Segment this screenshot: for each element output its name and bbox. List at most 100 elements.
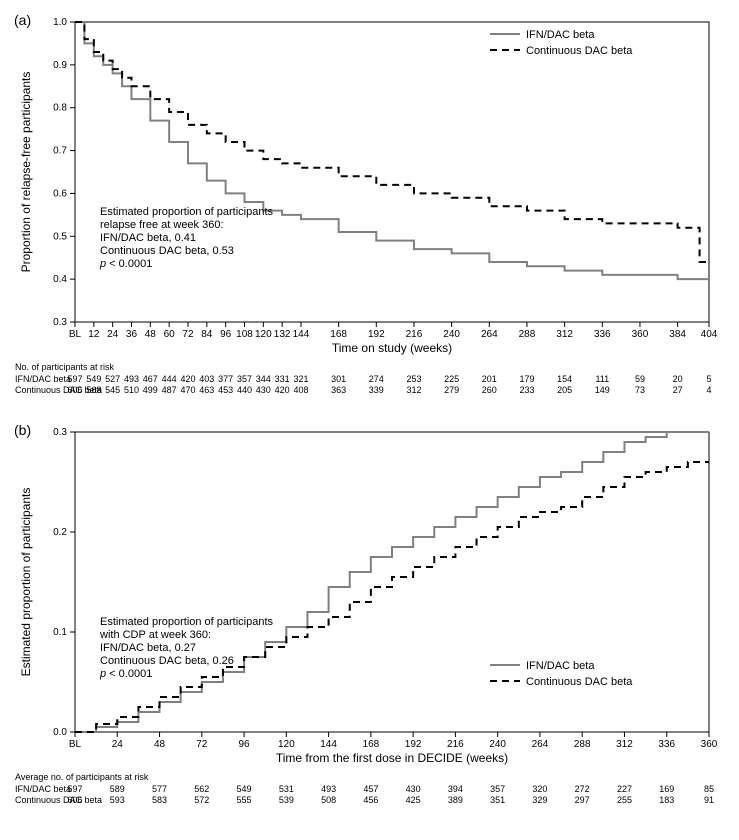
panel-b: (b) 0.00.10.20.3Estimated proportion of … [10, 420, 729, 815]
svg-text:444: 444 [162, 374, 177, 384]
svg-text:404: 404 [701, 329, 718, 340]
svg-text:IFN/DAC beta: IFN/DAC beta [526, 660, 595, 672]
svg-text:179: 179 [519, 374, 534, 384]
svg-text:73: 73 [635, 385, 645, 395]
svg-text:360: 360 [701, 739, 718, 750]
panel-a-label: (a) [14, 12, 31, 28]
svg-text:597: 597 [67, 374, 82, 384]
svg-text:583: 583 [152, 795, 167, 805]
svg-text:IFN/DAC beta, 0.41: IFN/DAC beta, 0.41 [100, 232, 196, 244]
svg-text:Continuous DAC beta: Continuous DAC beta [526, 676, 633, 688]
svg-text:relapse free at week 360:: relapse free at week 360: [100, 219, 224, 231]
svg-text:Estimated proportion of partic: Estimated proportion of participants [100, 616, 274, 628]
svg-text:336: 336 [594, 329, 611, 340]
svg-text:No. of participants at risk: No. of participants at risk [15, 362, 115, 372]
svg-text:IFN/DAC beta: IFN/DAC beta [15, 374, 71, 384]
svg-text:120: 120 [255, 329, 272, 340]
svg-text:0.4: 0.4 [53, 274, 67, 285]
svg-text:Estimated proportion of partic: Estimated proportion of participants [100, 206, 274, 218]
svg-text:240: 240 [489, 739, 506, 750]
svg-text:320: 320 [532, 784, 547, 794]
svg-text:456: 456 [363, 795, 378, 805]
svg-text:288: 288 [519, 329, 536, 340]
svg-text:p < 0.0001: p < 0.0001 [99, 668, 152, 680]
chart-b-svg: 0.0 0.1 0.2 0.3 Estimated proportion of part… [10, 420, 729, 815]
svg-text:264: 264 [532, 739, 549, 750]
svg-text:p < 0.0001: p < 0.0001 [99, 258, 152, 270]
svg-text:545: 545 [105, 385, 120, 395]
svg-text:336: 336 [658, 739, 675, 750]
svg-text:272: 272 [575, 784, 590, 794]
svg-text:216: 216 [447, 739, 464, 750]
chart-a-svg: 0.30.40.50.60.70.80.91.0Proportion of re… [10, 10, 729, 405]
svg-text:508: 508 [321, 795, 336, 805]
svg-text:4: 4 [706, 385, 711, 395]
svg-text:274: 274 [369, 374, 384, 384]
svg-text:510: 510 [124, 385, 139, 395]
svg-text:577: 577 [152, 784, 167, 794]
svg-text:606: 606 [67, 385, 82, 395]
svg-text:84: 84 [201, 329, 213, 340]
svg-text:279: 279 [444, 385, 459, 395]
svg-text:27: 27 [673, 385, 683, 395]
svg-text:IFN/DAC beta: IFN/DAC beta [15, 784, 71, 794]
svg-text:240: 240 [443, 329, 460, 340]
svg-text:108: 108 [236, 329, 253, 340]
svg-text:Time on study (weeks): Time on study (weeks) [332, 341, 452, 355]
svg-text:169: 169 [659, 784, 674, 794]
svg-text:357: 357 [490, 784, 505, 794]
svg-text:253: 253 [406, 374, 421, 384]
svg-text:72: 72 [182, 329, 194, 340]
svg-text:168: 168 [330, 329, 347, 340]
svg-text:168: 168 [363, 739, 380, 750]
svg-text:Estimated proportion of partic: Estimated proportion of participants [19, 488, 33, 677]
svg-text:351: 351 [490, 795, 505, 805]
svg-text:0.0: 0.0 [53, 727, 67, 738]
svg-text:430: 430 [406, 784, 421, 794]
svg-text:321: 321 [293, 374, 308, 384]
svg-text:72: 72 [196, 739, 208, 750]
svg-text:420: 420 [275, 385, 290, 395]
svg-text:192: 192 [405, 739, 422, 750]
svg-text:0.7: 0.7 [53, 146, 67, 157]
svg-text:377: 377 [218, 374, 233, 384]
svg-text:403: 403 [199, 374, 214, 384]
svg-text:453: 453 [218, 385, 233, 395]
svg-text:with CDP at week 360:: with CDP at week 360: [99, 629, 211, 641]
svg-text:0.8: 0.8 [53, 103, 67, 114]
svg-text:562: 562 [194, 784, 209, 794]
svg-text:589: 589 [110, 784, 125, 794]
svg-text:0.1: 0.1 [53, 627, 67, 638]
svg-text:192: 192 [368, 329, 385, 340]
svg-text:0.2: 0.2 [53, 527, 67, 538]
svg-text:225: 225 [444, 374, 459, 384]
svg-text:470: 470 [180, 385, 195, 395]
svg-text:Continuous DAC beta: Continuous DAC beta [526, 45, 633, 57]
svg-text:440: 440 [237, 385, 252, 395]
svg-text:0.3: 0.3 [53, 427, 67, 438]
svg-text:329: 329 [532, 795, 547, 805]
svg-text:363: 363 [331, 385, 346, 395]
svg-text:260: 260 [482, 385, 497, 395]
svg-text:430: 430 [256, 385, 271, 395]
svg-text:24: 24 [112, 739, 124, 750]
svg-text:Continuous DAC beta: Continuous DAC beta [15, 795, 102, 805]
svg-text:BL: BL [69, 329, 82, 340]
svg-text:132: 132 [274, 329, 291, 340]
svg-text:0.5: 0.5 [53, 231, 67, 242]
svg-text:493: 493 [124, 374, 139, 384]
svg-text:312: 312 [616, 739, 633, 750]
svg-text:463: 463 [199, 385, 214, 395]
svg-text:297: 297 [575, 795, 590, 805]
svg-text:549: 549 [237, 784, 252, 794]
svg-text:572: 572 [194, 795, 209, 805]
svg-text:555: 555 [237, 795, 252, 805]
svg-text:Continuous DAC beta, 0.26: Continuous DAC beta, 0.26 [100, 655, 234, 667]
svg-text:394: 394 [448, 784, 463, 794]
svg-text:0.6: 0.6 [53, 188, 67, 199]
svg-text:20: 20 [673, 374, 683, 384]
svg-text:IFN/DAC beta: IFN/DAC beta [526, 29, 595, 41]
svg-text:233: 233 [519, 385, 534, 395]
svg-text:154: 154 [557, 374, 572, 384]
svg-text:499: 499 [143, 385, 158, 395]
